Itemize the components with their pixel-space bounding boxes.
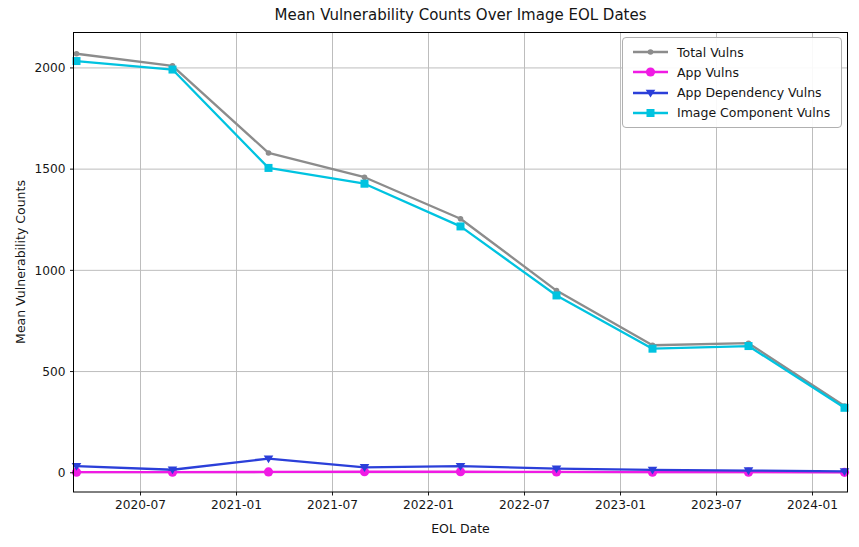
legend-label: App Dependency Vulns — [677, 85, 822, 100]
legend-item: App Dependency Vulns — [632, 84, 832, 102]
legend-swatch — [632, 65, 669, 79]
x-tick-label: 2024-01 — [787, 498, 838, 512]
y-tick-label: 1000 — [34, 264, 65, 278]
series-marker-square — [553, 291, 561, 299]
x-tick-label: 2023-07 — [691, 498, 742, 512]
legend-swatch — [632, 106, 669, 120]
legend-item: App Vulns — [632, 63, 832, 81]
y-tick-label: 500 — [42, 365, 65, 379]
x-axis-label: EOL Date — [73, 521, 848, 536]
series-marker-square — [361, 180, 369, 188]
series-marker-square — [649, 345, 657, 353]
series-marker-dot — [458, 216, 464, 222]
series-marker-circle — [264, 467, 273, 476]
x-tick-label: 2022-01 — [403, 498, 454, 512]
x-tick-label: 2022-07 — [499, 498, 550, 512]
x-tick-label: 2021-01 — [211, 498, 262, 512]
legend-item: Total Vulns — [632, 43, 832, 61]
y-tick-label: 2000 — [34, 61, 65, 75]
legend-label: Image Component Vulns — [677, 105, 830, 120]
series-marker-dot — [74, 51, 80, 57]
legend-swatch — [632, 86, 669, 100]
series-marker-dot — [362, 174, 368, 180]
legend: Total Vulns App Vulns App Dependency Vulns… — [622, 37, 842, 128]
legend-item: Image Component Vulns — [632, 104, 832, 122]
series-marker-dot — [266, 150, 272, 156]
y-tick-label: 1500 — [34, 162, 65, 176]
y-tick-label: 0 — [58, 466, 66, 480]
legend-label: Total Vulns — [677, 45, 744, 60]
legend-marker-icon — [647, 109, 655, 117]
series-marker-square — [745, 342, 753, 350]
legend-marker-icon — [648, 49, 654, 55]
x-tick-label: 2023-01 — [595, 498, 646, 512]
x-tick-label: 2021-07 — [307, 498, 358, 512]
x-tick-label: 2020-07 — [115, 498, 166, 512]
series-marker-square — [169, 66, 177, 74]
legend-label: App Vulns — [677, 65, 739, 80]
chart-figure: Mean Vulnerability Counts Over Image EOL… — [0, 0, 859, 547]
legend-marker-icon — [646, 68, 655, 77]
series-marker-square — [457, 222, 465, 230]
series-marker-square — [265, 164, 273, 172]
legend-swatch — [632, 45, 669, 59]
